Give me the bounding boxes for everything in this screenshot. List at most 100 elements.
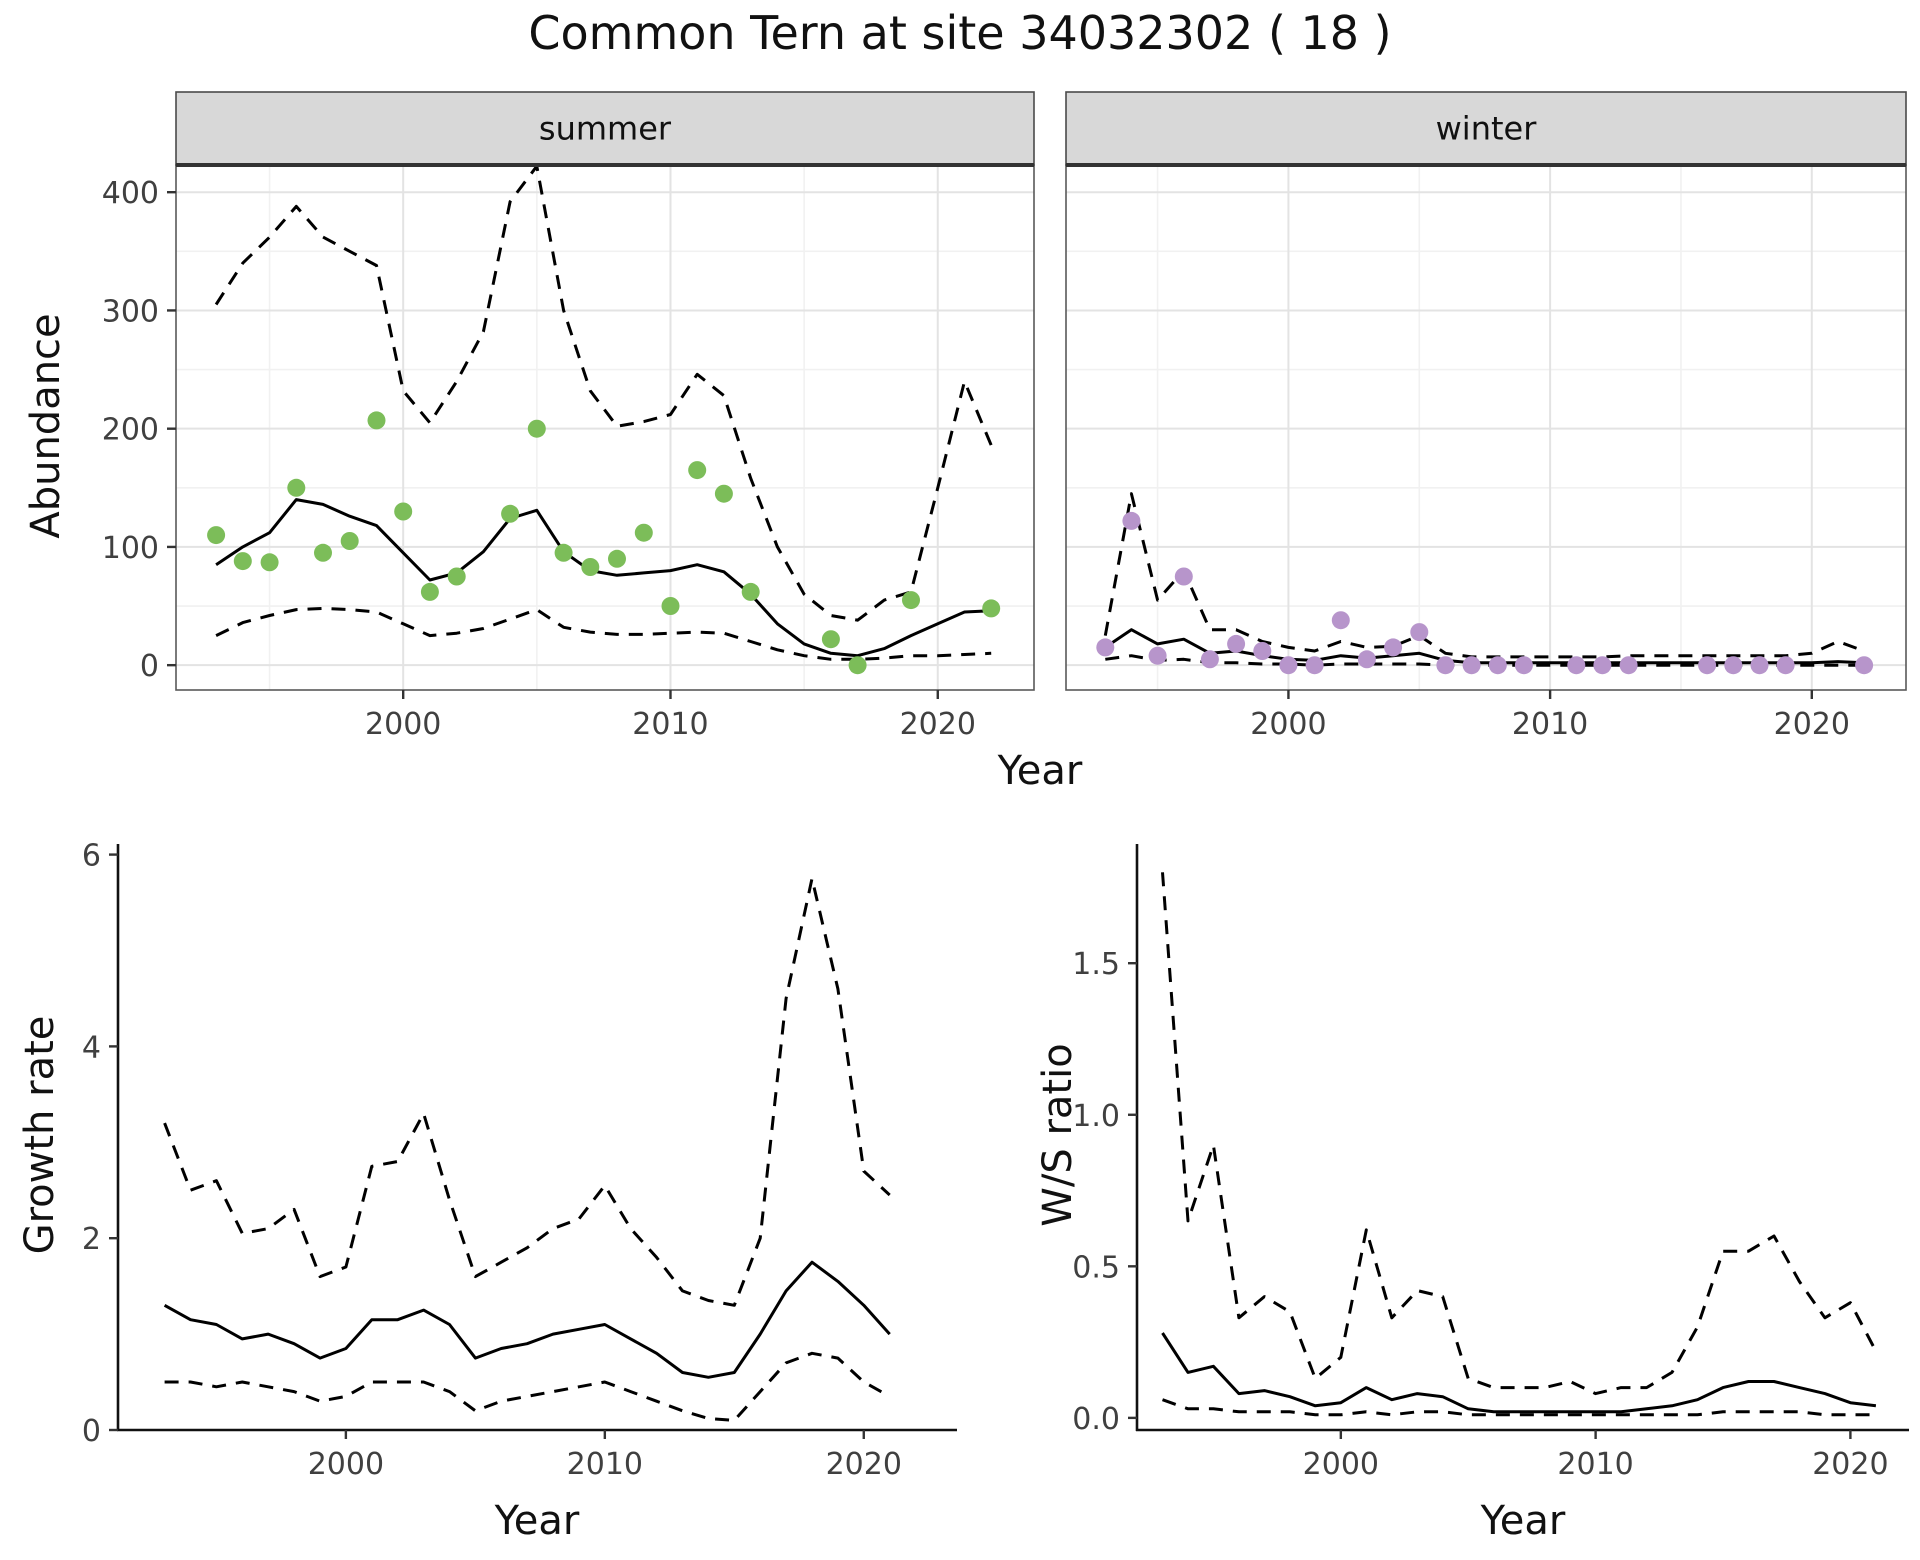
ws_ratio-y-tick-label: 1.5 — [1072, 947, 1120, 982]
ws-ratio-axis-title: W/S ratio — [1035, 1043, 1081, 1227]
growth_rate-x-tick-label: 2020 — [826, 1447, 902, 1482]
abundance_summer-observation-point — [821, 630, 840, 649]
growth_rate-y-tick-label: 6 — [82, 839, 101, 874]
abundance_summer-observation-point — [608, 549, 626, 568]
abundance_summer-observation-point — [848, 656, 867, 675]
abundance_summer-y-tick-label: 200 — [102, 413, 159, 448]
abundance_summer-x-tick-label: 2020 — [900, 707, 976, 742]
abundance_winter-observation-point — [1096, 638, 1115, 657]
abundance_summer-observation-point — [741, 582, 760, 601]
ws_ratio-y-tick-label: 0.0 — [1072, 1402, 1120, 1437]
abundance_summer-observation-point — [287, 478, 306, 497]
abundance_winter-observation-point — [1750, 656, 1769, 675]
year-axis-title-ws: Year — [1480, 1498, 1566, 1544]
abundance_summer-observation-point — [340, 532, 359, 550]
abundance_summer-y-tick-label: 100 — [102, 531, 159, 566]
growth_rate-lower_ci-line — [164, 1351, 891, 1422]
abundance_summer-observation-point — [554, 543, 573, 562]
abundance_winter-observation-point — [1200, 650, 1219, 669]
ws_ratio-y-tick-label: 1.0 — [1072, 1099, 1120, 1134]
abundance_summer-observation-point — [314, 543, 332, 562]
abundance_winter-observation-point — [1227, 634, 1246, 653]
panel-abundance_winter: 2000 2010 2020 winter — [1065, 91, 1907, 742]
growth_rate-y-tick-label: 0 — [82, 1414, 101, 1449]
abundance_winter-x-tick-label: 2000 — [1250, 707, 1326, 742]
abundance_summer-observation-point — [527, 419, 546, 438]
abundance_winter-observation-point — [1357, 650, 1376, 669]
panel-growth_rate: 2000 2010 2020 0 2 4 6 — [82, 839, 957, 1482]
abundance_winter-observation-point — [1174, 567, 1193, 586]
growth_rate-y-tick-label: 2 — [82, 1222, 101, 1257]
figure-title: Common Tern at site 34032302 ( 18 ) — [528, 6, 1392, 60]
abundance_summer-observation-point — [447, 567, 466, 586]
abundance_summer-x-tick-label: 2010 — [632, 707, 708, 742]
abundance_winter-observation-point — [1462, 656, 1481, 675]
abundance_summer-upper_ci-line — [214, 164, 993, 622]
panel-ws_ratio: 2000 2010 2020 0.0 0.5 1.0 1.5 — [1072, 844, 1909, 1482]
facet-label-winter: winter — [1436, 110, 1538, 148]
abundance_winter-x-tick-label: 2020 — [1774, 707, 1850, 742]
abundance_winter-observation-point — [1855, 656, 1874, 675]
growth_rate-fit-line — [163, 1260, 891, 1379]
abundance_winter-observation-point — [1514, 656, 1533, 675]
abundance_summer-observation-point — [420, 582, 439, 601]
abundance_winter-observation-point — [1724, 656, 1743, 675]
abundance_summer-observation-point — [394, 502, 413, 521]
growth-rate-axis-title: Growth rate — [17, 1015, 63, 1255]
ws_ratio-fit-line — [1161, 1332, 1877, 1414]
abundance_winter-observation-point — [1698, 656, 1717, 675]
abundance_summer-observation-point — [688, 461, 707, 480]
abundance_summer-observation-point — [714, 484, 733, 503]
abundance_summer-observation-point — [233, 552, 252, 571]
abundance_summer-lower_ci-line — [215, 606, 992, 661]
abundance_winter-observation-point — [1279, 656, 1298, 675]
abundance_summer-observation-point — [581, 558, 600, 576]
abundance_winter-observation-point — [1776, 656, 1795, 675]
abundance_winter-observation-point — [1436, 656, 1455, 675]
growth_rate-x-tick-label: 2000 — [308, 1447, 384, 1482]
abundance_summer-observation-point — [634, 523, 653, 542]
growth_rate-upper_ci-line — [163, 877, 891, 1307]
abundance_winter-observation-point — [1331, 611, 1350, 630]
abundance_winter-observation-point — [1488, 656, 1507, 675]
abundance_summer-y-tick-label: 300 — [102, 294, 159, 329]
abundance_winter-observation-point — [1567, 656, 1586, 675]
abundance_winter-x-tick-label: 2010 — [1512, 707, 1588, 742]
ws_ratio-lower_ci-line — [1161, 1398, 1876, 1417]
ws_ratio-upper_ci-line — [1161, 872, 1878, 1396]
abundance_winter-observation-point — [1305, 656, 1324, 675]
facet-strip-winter — [1065, 91, 1907, 166]
abundance_summer-observation-point — [367, 411, 386, 430]
abundance_summer-observation-point — [982, 599, 1001, 618]
abundance_winter-observation-point — [1593, 656, 1612, 675]
ws_ratio-x-tick-label: 2000 — [1303, 1447, 1379, 1482]
abundance-axis-title: Abundance — [23, 313, 69, 539]
abundance_winter-observation-point — [1384, 638, 1403, 657]
abundance_winter-observation-point — [1122, 511, 1141, 530]
abundance_summer-observation-point — [501, 504, 520, 523]
abundance_summer-y-tick-label: 400 — [102, 176, 159, 211]
abundance_winter-observation-point — [1619, 656, 1638, 675]
abundance_summer-x-tick-label: 2000 — [365, 707, 441, 742]
abundance_winter-observation-point — [1253, 642, 1272, 660]
abundance_summer-y-tick-label: 0 — [140, 649, 159, 684]
ws_ratio-y-tick-label: 0.5 — [1072, 1250, 1120, 1285]
panel-abundance_summer: 2000 2010 2020 0 100 200 300 400 summer — [102, 91, 1035, 742]
abundance_summer-observation-point — [661, 597, 680, 615]
year-axis-title-growth: Year — [494, 1498, 580, 1544]
ws_ratio-x-tick-label: 2020 — [1812, 1447, 1888, 1482]
facet-label-summer: summer — [539, 110, 672, 148]
facet-strip-summer — [175, 91, 1035, 166]
abundance_summer-observation-point — [260, 553, 279, 572]
year-axis-title-top: Year — [997, 748, 1083, 794]
ws_ratio-x-tick-label: 2010 — [1557, 1447, 1633, 1482]
abundance_winter-upper_ci-line — [1103, 492, 1865, 659]
abundance_winter-observation-point — [1148, 646, 1167, 665]
abundance_summer-observation-point — [902, 591, 920, 610]
abundance_summer-fit-line — [215, 498, 992, 658]
abundance_winter-observation-point — [1410, 623, 1429, 642]
growth_rate-x-tick-label: 2010 — [567, 1447, 643, 1482]
growth_rate-y-tick-label: 4 — [82, 1030, 101, 1065]
